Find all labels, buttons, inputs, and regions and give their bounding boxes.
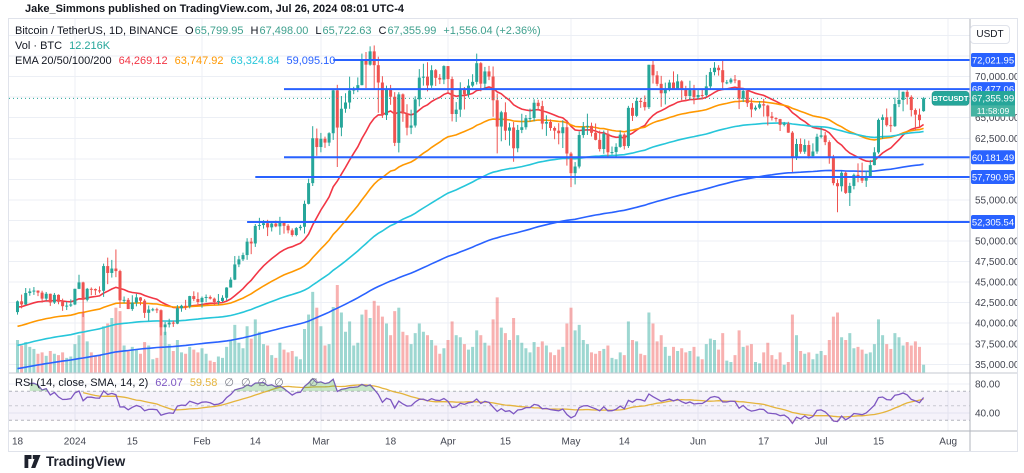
empty-set-icon: ∅ — [274, 377, 284, 389]
price-tick-label: 50,000.00 — [975, 237, 1017, 248]
time-tick-label: 15 — [500, 437, 512, 448]
svg-text:72,021.95: 72,021.95 — [972, 55, 1014, 66]
time-tick-label: 14 — [250, 437, 262, 448]
price-tick-label: 42,500.00 — [975, 298, 1017, 309]
ema200-value: 59,095.10 — [286, 55, 336, 67]
empty-set-icon: ∅ — [240, 377, 251, 389]
level-price-label — [971, 150, 1015, 165]
svg-text:52,305.54: 52,305.54 — [972, 218, 1014, 229]
price-tick-label: 40,000.00 — [975, 319, 1017, 330]
ema100-line — [17, 122, 924, 347]
bar-countdown-label — [971, 105, 1015, 117]
ema50-value: 63,747.92 — [174, 55, 224, 67]
tradingview-logo-icon — [24, 455, 41, 468]
price-tick-label: 62,500.00 — [975, 134, 1017, 145]
rsi-tick-label: 80.00 — [975, 380, 1000, 391]
time-tick-label: Feb — [193, 437, 211, 448]
time-tick-label: 2024 — [64, 437, 87, 448]
svg-text:68,477.06: 68,477.06 — [972, 85, 1014, 96]
symbol-legend-row[interactable]: Bitcoin / TetherUS, 1D, BINANCE O 65,799.… — [15, 25, 541, 37]
level-price-label — [971, 215, 1015, 230]
currency-toggle-button[interactable]: USDT — [970, 25, 1010, 44]
price-tick-label: 37,500.00 — [975, 339, 1017, 350]
volume-value: 12.216K — [69, 40, 111, 52]
time-tick-label: Apr — [440, 437, 456, 448]
tradingview-logo-text: TradingView — [46, 454, 126, 469]
svg-text:57,790.95: 57,790.95 — [972, 172, 1014, 183]
axis-layer: 70,000.00 65,000.00 62,500.00 55,000.00 50,0… — [12, 52, 1017, 448]
rsi-tick-label: 40.00 — [975, 409, 1000, 420]
rsi-line — [29, 377, 925, 425]
ema-legend-row[interactable]: EMA 20/50/100/200 64,269.12 63,747.92 63… — [15, 55, 335, 67]
price-tick-label: 47,500.00 — [975, 257, 1017, 268]
ohlc-low: L 65,722.63 — [315, 25, 372, 37]
tradingview-logo[interactable]: TradingView — [24, 454, 125, 469]
price-tick-label: 45,000.00 — [975, 278, 1017, 289]
svg-text:11:58:09: 11:58:09 — [977, 106, 1010, 116]
time-tick-label: 18 — [12, 437, 24, 448]
time-tick-label: 17 — [758, 437, 770, 448]
ema100-value: 63,324.84 — [230, 55, 280, 67]
levels-layer — [247, 58, 970, 224]
rsi-label: RSI (14, close, SMA, 14, 2) — [15, 376, 149, 389]
time-tick-label: 15 — [127, 437, 139, 448]
price-tick-label: 70,000.00 — [975, 72, 1017, 83]
last-price-label — [971, 91, 1015, 106]
time-tick-label: Mar — [312, 437, 330, 448]
rsi-band-layer — [9, 390, 970, 421]
price-tick-label: 35,000.00 — [975, 360, 1017, 371]
attribution-text: Jake_Simmons published on TradingView.co… — [25, 3, 405, 15]
empty-set-icon: ∅ — [257, 377, 268, 389]
candles-layer — [16, 45, 926, 336]
ema-label: EMA 20/50/100/200 — [15, 55, 112, 67]
ema-layer — [17, 86, 925, 370]
ohlc-open: O 65,799.95 — [185, 25, 244, 37]
price-tick-label: 65,000.00 — [975, 113, 1017, 124]
price-tick-label: 55,000.00 — [975, 195, 1017, 206]
level-price-label — [971, 169, 1015, 184]
time-tick-label: Jul — [815, 437, 828, 448]
chart-plot[interactable]: 70,000.00 65,000.00 62,500.00 55,000.00 50,0… — [9, 19, 1017, 451]
time-tick-label: 18 — [385, 437, 397, 448]
ohlc-close: C 67,355.99 — [378, 25, 437, 37]
svg-text:BTCUSDT: BTCUSDT — [933, 94, 969, 103]
ema200-line — [17, 163, 924, 370]
symbol-title: Bitcoin / TetherUS, 1D, BINANCE — [15, 25, 179, 37]
volume-legend-row[interactable]: Vol · BTC 12.216K — [15, 40, 110, 52]
rsi-value: 62.07 — [155, 376, 183, 389]
ema20-line — [17, 86, 925, 309]
ema20-value: 64,269.12 — [118, 55, 168, 67]
ema50-line — [17, 100, 924, 328]
time-tick-label: 15 — [873, 437, 885, 448]
svg-text:60,181.49: 60,181.49 — [972, 153, 1014, 164]
rsi-ma-value: 59.58 — [189, 376, 218, 389]
ohlc-high: H 67,498.00 — [250, 25, 309, 37]
chart-frame: 70,000.00 65,000.00 62,500.00 55,000.00 50,0… — [8, 18, 1018, 452]
time-tick-label: Aug — [939, 437, 957, 448]
level-price-label — [971, 52, 1015, 67]
empty-set-icon: ∅ — [308, 377, 319, 389]
time-tick-label: Jun — [690, 437, 706, 448]
empty-set-icon: ∅ — [224, 377, 234, 389]
time-tick-label: May — [562, 437, 581, 448]
rsi-legend-row[interactable]: RSI (14, close, SMA, 14, 2) 62.07 59.58 … — [15, 376, 319, 390]
price-change: +1,556.04 (+2.36%) — [443, 25, 541, 37]
separator-layer — [9, 19, 1017, 451]
volume-label: Vol · BTC — [15, 40, 63, 52]
svg-text:67,355.99: 67,355.99 — [972, 94, 1014, 105]
symbol-tag — [931, 91, 970, 106]
time-tick-label: 14 — [619, 437, 631, 448]
rsi-ma-line — [82, 384, 924, 418]
rsi-layer — [29, 377, 925, 425]
